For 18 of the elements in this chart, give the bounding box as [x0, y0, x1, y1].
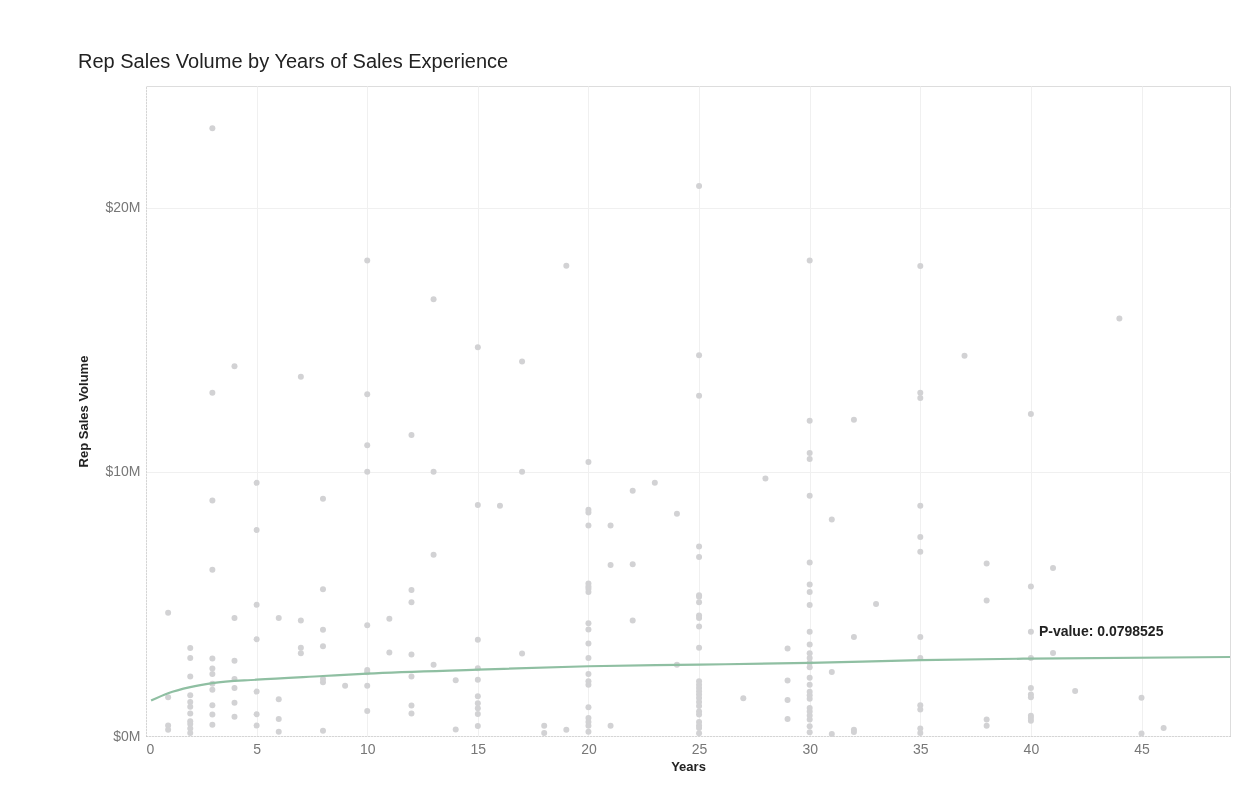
x-tick-label: 10 [359, 740, 376, 757]
x-tick-label: 45 [1134, 740, 1151, 757]
x-axis-title: Years [671, 758, 706, 774]
x-tick-label: 35 [913, 740, 929, 757]
x-tick-label: 5 [253, 740, 262, 757]
x-tick-label: 40 [1023, 740, 1040, 757]
x-tick-label: 20 [581, 740, 597, 757]
x-tick-label: 25 [691, 740, 708, 757]
y-tick-label: $20M [105, 199, 141, 216]
x-tick-label: 15 [470, 740, 487, 757]
y-axis-title: Rep Sales Volume [76, 355, 92, 468]
annotation: P-value: 0.0798525 [1038, 622, 1164, 639]
y-tick-label: $0M [113, 727, 141, 744]
x-tick-label: 30 [802, 740, 819, 757]
y-tick-label: $10M [105, 463, 141, 480]
chart-title: Rep Sales Volume by Years of Sales Experience [77, 50, 509, 72]
x-tick-label: 0 [146, 740, 155, 757]
line-series [149, 655, 1232, 702]
